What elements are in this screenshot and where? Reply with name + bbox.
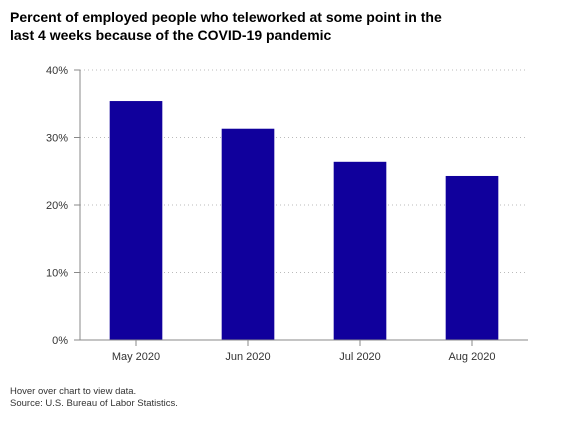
hover-note: Hover over chart to view data. xyxy=(10,386,137,397)
bar[interactable] xyxy=(445,175,499,340)
bar[interactable] xyxy=(109,101,163,340)
bars xyxy=(109,101,499,340)
bar[interactable] xyxy=(221,128,275,340)
x-tick-label: May 2020 xyxy=(112,351,160,363)
bar-chart: 0% 10% 20% 30% 40% May 2020 Jun 2020 Jul 2020 A… xyxy=(46,65,528,363)
y-tick-label: 10% xyxy=(46,268,68,280)
x-tick-labels: May 2020 Jun 2020 Jul 2020 Aug 2020 xyxy=(112,351,496,363)
y-tick-labels: 0% 10% 20% 30% 40% xyxy=(46,65,68,347)
x-tick-label: Aug 2020 xyxy=(448,351,495,363)
y-tick-label: 0% xyxy=(52,335,68,347)
chart-title: Percent of employed people who teleworke… xyxy=(10,9,442,43)
x-tick-label: Jul 2020 xyxy=(339,351,381,363)
source-note: Source: U.S. Bureau of Labor Statistics. xyxy=(10,398,178,409)
y-tick-label: 20% xyxy=(46,200,68,212)
chart-footer: Hover over chart to view data. Source: U… xyxy=(10,386,178,410)
axes xyxy=(74,69,528,346)
bar[interactable] xyxy=(333,161,387,340)
y-tick-label: 40% xyxy=(46,65,68,77)
x-tick-label: Jun 2020 xyxy=(225,351,270,363)
y-tick-label: 30% xyxy=(46,133,68,145)
grid-lines xyxy=(80,69,528,273)
